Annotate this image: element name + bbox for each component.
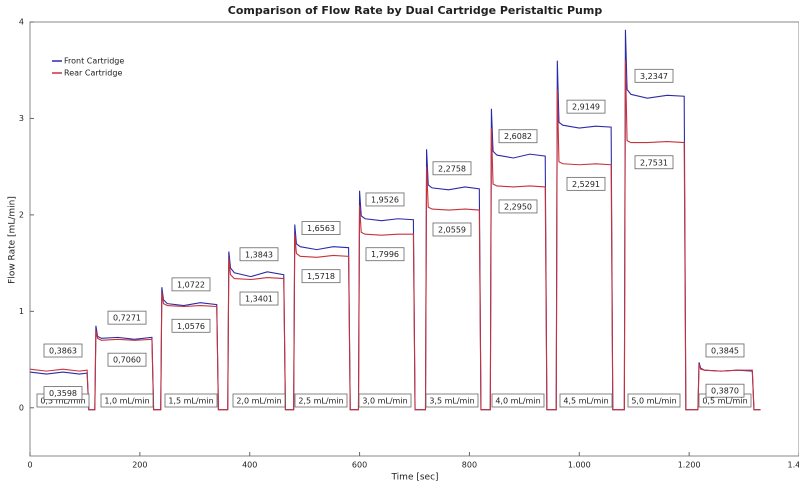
mean-label-box: [107, 310, 147, 325]
step-label: 4,5 mL/min: [563, 397, 608, 406]
mean-label: 1,3401: [245, 295, 273, 304]
mean-label: 2,2950: [504, 202, 532, 211]
y-tick-label: 4: [19, 18, 24, 27]
step-label: 2,5 mL/min: [298, 397, 343, 406]
mean-label: 1,7996: [371, 250, 399, 259]
y-axis-label: Flow Rate [mL/min]: [8, 196, 18, 284]
mean-label: 0,3845: [711, 346, 739, 355]
mean-label: 2,9149: [572, 103, 600, 112]
step-label-box: [100, 393, 154, 408]
step-label: 3,5 mL/min: [429, 397, 474, 406]
mean-label-box: [365, 247, 405, 262]
mean-label: 0,3870: [711, 387, 739, 396]
step-label-box: [425, 393, 479, 408]
step-label-box: [164, 393, 218, 408]
mean-label-box: [498, 199, 538, 214]
y-tick-label: 2: [19, 210, 24, 219]
mean-label: 0,7060: [113, 356, 141, 365]
x-tick-label: 1.200: [678, 461, 701, 470]
mean-label: 1,0576: [177, 322, 205, 331]
step-label-box: [358, 393, 412, 408]
mean-label: 0,3598: [49, 389, 77, 398]
mean-label: 1,0722: [177, 280, 205, 289]
mean-label-box: [432, 161, 472, 176]
step-label: 0,5 mL/min: [702, 397, 747, 406]
y-tick-label: 0: [19, 403, 24, 412]
mean-label-box: [705, 383, 745, 398]
mean-label: 3,2347: [640, 72, 668, 81]
y-tick-label: 1: [19, 307, 24, 316]
series-line: [29, 60, 761, 411]
step-label: 3,0 mL/min: [362, 397, 407, 406]
mean-label: 2,0559: [438, 225, 466, 234]
legend-label: Rear Cartridge: [64, 69, 122, 78]
mean-label: 1,9526: [371, 195, 399, 204]
mean-label-box: [171, 318, 211, 333]
step-label: 2,0 mL/min: [236, 397, 281, 406]
mean-label-box: [239, 247, 279, 262]
mean-label-box: [239, 291, 279, 306]
mean-label-box: [301, 269, 341, 284]
step-label: 4,0 mL/min: [495, 397, 540, 406]
mean-label: 1,6563: [307, 224, 335, 233]
legend-label: Front Cartridge: [64, 57, 124, 66]
mean-label-box: [566, 176, 606, 191]
step-label: 0,5 mL/min: [40, 397, 85, 406]
mean-label-box: [171, 277, 211, 292]
mean-label: 2,7531: [640, 158, 668, 167]
mean-label: 2,2758: [438, 164, 466, 173]
mean-label-box: [634, 155, 674, 170]
mean-label-box: [432, 222, 472, 237]
mean-label-box: [634, 68, 674, 83]
x-tick-label: 0: [27, 461, 32, 470]
mean-label: 0,7271: [113, 314, 141, 323]
mean-label: 1,5718: [307, 272, 335, 281]
mean-label: 2,6082: [504, 132, 532, 141]
step-label-box: [232, 393, 286, 408]
x-axis-label: Time [sec]: [390, 473, 438, 482]
step-label-box: [627, 393, 681, 408]
x-tick-label: 1.000: [568, 461, 591, 470]
step-label: 1,0 mL/min: [104, 397, 149, 406]
step-label-box: [491, 393, 545, 408]
mean-label-box: [566, 99, 606, 114]
mean-label: 2,5291: [572, 180, 600, 189]
step-label: 1,5 mL/min: [168, 397, 213, 406]
mean-label-box: [107, 352, 147, 367]
step-label-box: [294, 393, 348, 408]
step-label-box: [559, 393, 613, 408]
y-tick-label: 3: [19, 114, 24, 123]
plot-area: [29, 21, 799, 457]
mean-label-box: [43, 343, 83, 358]
mean-label: 0,3863: [49, 347, 77, 356]
x-tick-label: 600: [352, 461, 367, 470]
step-label: 5,0 mL/min: [631, 397, 676, 406]
mean-label-box: [498, 129, 538, 144]
mean-label-box: [43, 386, 83, 400]
mean-label-box: [705, 343, 745, 358]
mean-label-box: [301, 221, 341, 235]
x-tick-label: 1.400: [788, 461, 799, 470]
mean-label: 1,3843: [245, 250, 273, 259]
x-tick-label: 800: [462, 461, 477, 470]
chart-title: Comparison of Flow Rate by Dual Cartridg…: [228, 4, 603, 17]
x-tick-label: 200: [132, 461, 147, 470]
x-tick-label: 400: [242, 461, 257, 470]
mean-label-box: [365, 192, 405, 207]
